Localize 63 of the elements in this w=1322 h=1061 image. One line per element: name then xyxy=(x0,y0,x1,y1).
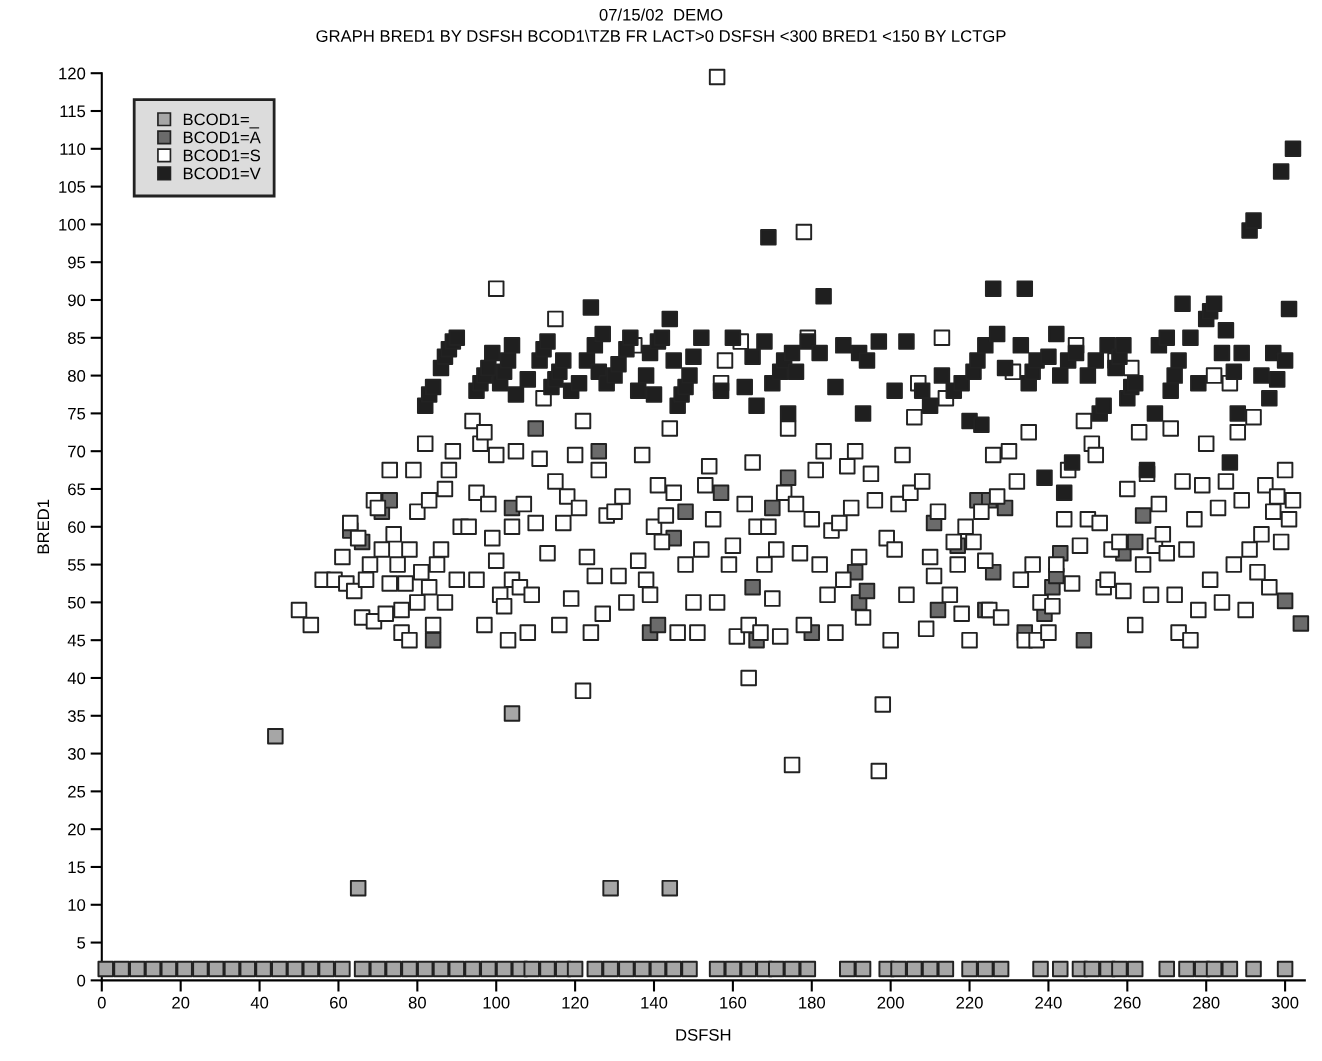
y-tick-label: 5 xyxy=(77,937,86,949)
x-axis-title: DSFSH xyxy=(676,1028,731,1041)
y-tick-label: 70 xyxy=(68,445,86,458)
point xyxy=(649,616,667,634)
y-tick-label: 30 xyxy=(67,747,86,760)
x-tick-label: 220 xyxy=(956,996,983,1009)
x-tick-label: 60 xyxy=(330,996,348,1009)
legend-label: BCOD1=A xyxy=(183,131,261,144)
legend-label: BCOD1=V xyxy=(183,167,261,180)
y-tick-label: 20 xyxy=(68,823,86,836)
y-tick-label: 75 xyxy=(68,407,86,420)
point xyxy=(590,442,608,460)
x-tick-label: 180 xyxy=(799,996,826,1009)
x-tick-label: 0 xyxy=(97,996,106,1009)
point xyxy=(1292,615,1310,632)
y-tick-label: 65 xyxy=(68,483,86,496)
x-tick-label: 20 xyxy=(172,996,190,1009)
point xyxy=(1276,592,1294,610)
y-axis-title: BRED1 xyxy=(37,499,49,554)
y-tick-label: 85 xyxy=(68,332,86,344)
y-tick-label: 110 xyxy=(60,143,86,156)
point xyxy=(858,582,876,600)
y-tick-label: 35 xyxy=(67,710,86,722)
chart-title: 07/15/02 DEMO xyxy=(599,8,723,21)
x-tick-label: 120 xyxy=(562,996,589,1009)
legend-label: BCOD1=_ xyxy=(183,113,260,129)
x-tick-label: 80 xyxy=(408,996,426,1009)
x-tick-label: 100 xyxy=(483,996,510,1009)
y-tick-label: 105 xyxy=(59,181,86,193)
point xyxy=(929,601,947,619)
x-tick-label: 300 xyxy=(1271,996,1299,1009)
point xyxy=(527,420,544,437)
point xyxy=(712,484,730,502)
point xyxy=(1075,631,1093,649)
y-tick-label: 115 xyxy=(60,105,86,118)
point xyxy=(677,503,694,520)
y-tick-label: 50 xyxy=(67,596,86,609)
y-tick-label: 15 xyxy=(68,861,86,874)
y-tick-label: 25 xyxy=(68,785,86,798)
x-tick-label: 160 xyxy=(720,996,747,1009)
y-tick-label: 120 xyxy=(59,67,86,80)
chart-subtitle: GRAPH BRED1 BY DSFSH BCOD1\TZB FR LACT>0 DSFSH <300 BRED1 <150 BY LCTGP xyxy=(316,29,1006,42)
y-tick-label: 95 xyxy=(68,256,86,269)
y-tick-label: 40 xyxy=(67,672,86,685)
x-tick-label: 260 xyxy=(1114,996,1141,1009)
x-tick-label: 40 xyxy=(250,996,269,1009)
point xyxy=(779,469,797,486)
x-tick-label: 140 xyxy=(641,996,668,1009)
y-tick-label: 45 xyxy=(67,634,86,647)
y-tick-label: 90 xyxy=(68,294,86,307)
x-tick-label: 240 xyxy=(1035,996,1062,1009)
y-tick-label: 55 xyxy=(67,559,86,571)
point xyxy=(764,499,781,517)
point xyxy=(1134,507,1152,524)
legend-label: BCOD1=S xyxy=(183,149,261,162)
point xyxy=(744,579,761,596)
y-tick-label: 10 xyxy=(68,899,86,911)
y-tick-label: 60 xyxy=(68,521,86,533)
x-tick-label: 280 xyxy=(1193,996,1220,1009)
y-tick-label: 80 xyxy=(68,370,86,382)
y-tick-label: 0 xyxy=(77,974,86,987)
y-tick-label: 100 xyxy=(59,218,86,231)
x-tick-label: 200 xyxy=(877,996,904,1009)
